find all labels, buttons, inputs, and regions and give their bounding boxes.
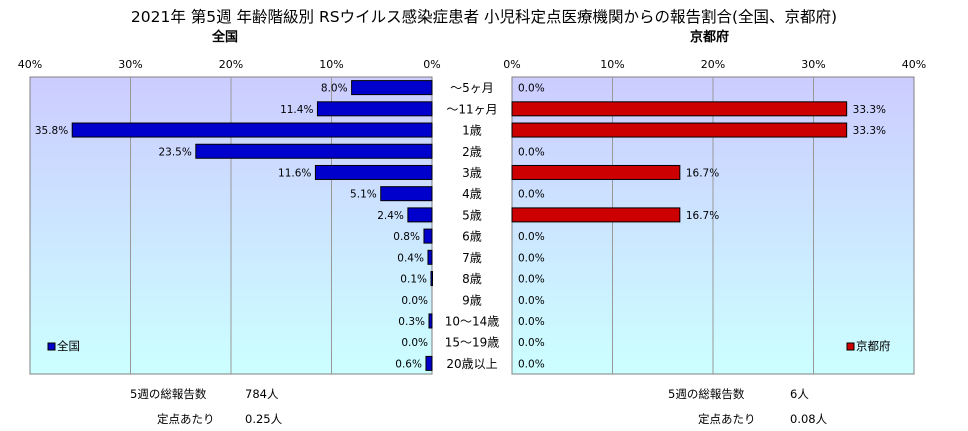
- category-label: 8歳: [462, 272, 482, 286]
- kyoto-data-label: 0.0%: [518, 252, 545, 264]
- kyoto-data-label: 0.0%: [518, 83, 545, 95]
- category-label: 20歳以上: [446, 357, 497, 371]
- national-bar: [428, 313, 433, 329]
- kyoto-data-label: 0.0%: [518, 358, 545, 370]
- national-bar: [195, 143, 433, 159]
- national-x-tick-label: 40%: [18, 58, 42, 71]
- national-bar: [407, 207, 433, 223]
- national-total-value: 784人: [245, 387, 279, 401]
- national-data-label: 0.8%: [393, 231, 420, 243]
- category-label: 7歳: [462, 251, 482, 265]
- national-bar: [427, 249, 433, 265]
- national-data-label: 0.4%: [397, 252, 424, 264]
- kyoto-legend-label: 京都府: [856, 339, 891, 353]
- national-legend-swatch: [47, 342, 56, 351]
- kyoto-x-tick-label: 40%: [902, 58, 926, 71]
- national-bar: [380, 186, 433, 202]
- kyoto-data-label: 0.0%: [518, 316, 545, 328]
- kyoto-data-label: 16.7%: [686, 210, 719, 222]
- national-per-label: 定点あたり: [157, 412, 215, 426]
- category-label: ～5ヶ月: [450, 81, 494, 95]
- national-chart-title: 全国: [212, 30, 239, 45]
- kyoto-x-tick-label: 0%: [503, 58, 520, 71]
- kyoto-total-value: 6人: [790, 387, 809, 401]
- kyoto-data-label: 0.0%: [518, 231, 545, 243]
- national-data-label: 0.6%: [395, 358, 422, 370]
- kyoto-total-label: 5週の総報告数: [668, 387, 745, 401]
- national-data-label: 0.0%: [401, 295, 428, 307]
- national-per-value: 0.25人: [245, 412, 283, 426]
- category-label: 15～19歳: [445, 336, 500, 350]
- national-data-label: 2.4%: [377, 210, 404, 222]
- national-data-label: 8.0%: [321, 83, 348, 95]
- kyoto-data-label: 0.0%: [518, 274, 545, 286]
- category-label: 3歳: [462, 166, 482, 180]
- national-bar: [430, 271, 433, 287]
- category-label: 4歳: [462, 187, 482, 201]
- category-label: 1歳: [462, 124, 482, 138]
- kyoto-data-label: 0.0%: [518, 146, 545, 158]
- kyoto-data-label: 33.3%: [853, 125, 886, 137]
- category-label: 9歳: [462, 293, 482, 307]
- national-data-label: 35.8%: [35, 125, 68, 137]
- national-data-label: 23.5%: [158, 146, 191, 158]
- national-data-label: 11.6%: [278, 167, 311, 179]
- national-bar: [351, 80, 433, 96]
- national-bar: [425, 355, 433, 371]
- national-bar: [314, 164, 433, 180]
- national-x-tick-label: 10%: [319, 58, 343, 71]
- national-x-tick-label: 0%: [423, 58, 440, 71]
- category-label: 6歳: [462, 230, 482, 244]
- kyoto-data-label: 16.7%: [686, 167, 719, 179]
- national-data-label: 0.0%: [401, 337, 428, 349]
- kyoto-data-label: 0.0%: [518, 295, 545, 307]
- kyoto-chart-title: 京都府: [690, 30, 730, 45]
- kyoto-per-value: 0.08人: [790, 412, 828, 426]
- kyoto-data-label: 0.0%: [518, 337, 545, 349]
- kyoto-bar: [511, 164, 681, 180]
- kyoto-bar: [511, 122, 848, 138]
- category-label: ～11ヶ月: [446, 102, 497, 116]
- national-total-label: 5週の総報告数: [130, 387, 207, 401]
- category-label: 5歳: [462, 208, 482, 222]
- national-data-label: 11.4%: [280, 104, 313, 116]
- kyoto-data-label: 33.3%: [853, 104, 886, 116]
- kyoto-x-tick-label: 30%: [801, 58, 825, 71]
- national-data-label: 5.1%: [350, 189, 377, 201]
- kyoto-per-label: 定点あたり: [698, 412, 756, 426]
- kyoto-x-tick-label: 20%: [701, 58, 725, 71]
- national-bar: [71, 122, 433, 138]
- kyoto-bar: [511, 207, 681, 223]
- national-data-label: 0.3%: [398, 316, 425, 328]
- kyoto-x-tick-label: 10%: [600, 58, 624, 71]
- page-title: 2021年 第5週 年齢階級別 RSウイルス感染症患者 小児科定点医療機関からの…: [130, 8, 838, 26]
- national-bar: [316, 101, 433, 117]
- kyoto-legend-swatch: [846, 342, 855, 351]
- kyoto-bar: [511, 101, 848, 117]
- category-label: 10～14歳: [445, 314, 500, 328]
- national-x-tick-label: 30%: [118, 58, 142, 71]
- kyoto-data-label: 0.0%: [518, 189, 545, 201]
- national-bar: [423, 228, 433, 244]
- national-x-tick-label: 20%: [219, 58, 243, 71]
- national-data-label: 0.1%: [400, 274, 427, 286]
- national-legend-label: 全国: [57, 339, 80, 353]
- category-label: 2歳: [462, 145, 482, 159]
